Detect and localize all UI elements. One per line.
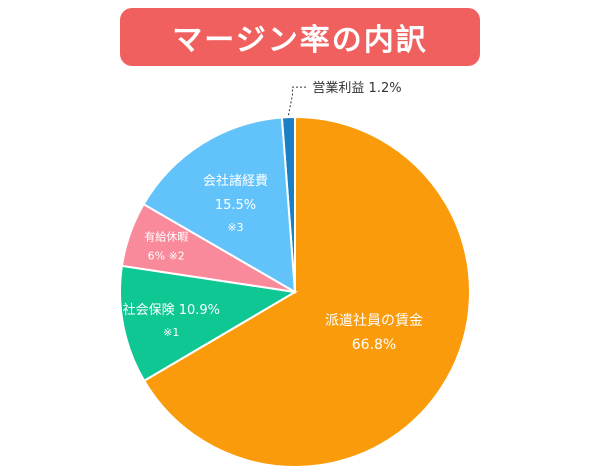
pie-slice-2: [119, 264, 298, 383]
slice-label-2: 社会保険 10.9%: [123, 302, 220, 318]
pie-slice-4: [142, 116, 297, 294]
slice-label-0: 営業利益 1.2%: [312, 80, 401, 96]
slice-value-1: 66.8%: [352, 337, 396, 353]
slice-note-2: ※1: [163, 326, 179, 339]
slice-label-1: 派遣社員の賃金: [325, 313, 423, 329]
callout-line: [287, 86, 307, 116]
slice-note-4: ※3: [227, 221, 243, 234]
pie-slice-1: [142, 115, 471, 468]
slice-value-3: 6% ※2: [148, 250, 185, 263]
slice-label-3: 有給休暇: [144, 230, 188, 244]
chart-title-banner: マージン率の内訳: [120, 8, 480, 66]
slice-label-4: 会社諸経費: [203, 173, 268, 189]
chart-title: マージン率の内訳: [172, 23, 428, 58]
slice-value-4: 15.5%: [215, 198, 256, 213]
